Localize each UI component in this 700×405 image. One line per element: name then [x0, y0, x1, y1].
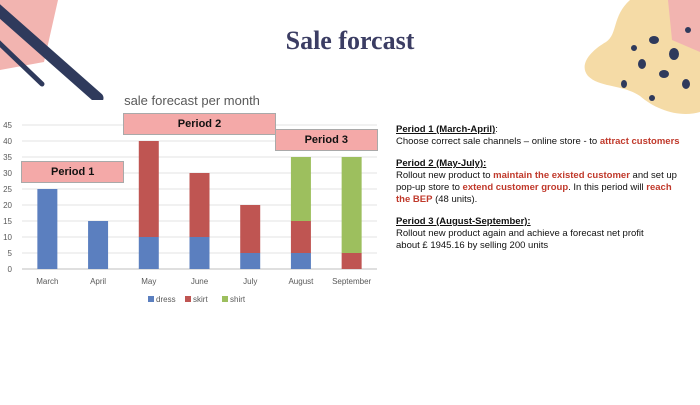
body-text: about £ 1945.16 by selling 200 units	[396, 240, 549, 251]
y-tick-label: 15	[3, 217, 12, 226]
x-tick-label: May	[141, 277, 156, 286]
bars	[37, 141, 362, 269]
bar-shirt-september	[341, 157, 362, 253]
legend-swatch-dress	[148, 296, 154, 302]
chart-legend: dress skirt shirt	[148, 295, 246, 304]
y-tick-label: 30	[3, 169, 12, 178]
y-axis-ticks: 0 5 10 15 20 25 30 35 40 45	[3, 121, 12, 274]
period-1-description: Period 1 (March-April): Choose correct sa…	[396, 124, 696, 148]
description-line: about £ 1945.16 by selling 200 units	[396, 240, 696, 252]
highlight-text: extend customer group	[462, 182, 569, 193]
bar-dress-july	[240, 253, 261, 269]
x-tick-label: April	[90, 277, 106, 286]
y-tick-label: 45	[3, 121, 12, 130]
slide-title: Sale forcast	[285, 26, 415, 55]
period-3-heading: Period 3 (August-September):	[396, 216, 531, 227]
x-tick-label: March	[36, 277, 58, 286]
bar-skirt-june	[189, 173, 210, 237]
description-line: the BEP (48 units).	[396, 194, 696, 206]
bar-skirt-may	[138, 141, 159, 237]
heading-suffix: :	[495, 124, 498, 135]
description-line: Rollout new product again and achieve a …	[396, 228, 696, 240]
top-left-decoration	[0, 0, 104, 100]
legend-label-shirt: shirt	[230, 295, 246, 304]
description-line: Rollout new product to maintain the exis…	[396, 170, 696, 182]
y-tick-label: 25	[3, 185, 12, 194]
body-text: Rollout new product again and achieve a …	[396, 228, 644, 239]
period-2-description: Period 2 (May-July): Rollout new product …	[396, 158, 696, 206]
body-text: pop-up store to	[396, 182, 463, 193]
period-3-description: Period 3 (August-September): Rollout new …	[396, 216, 696, 252]
body-text: (48 units).	[432, 194, 478, 205]
highlight-text: the BEP	[396, 194, 433, 205]
highlight-text: maintain the existed customer	[493, 170, 630, 181]
y-tick-label: 20	[3, 201, 12, 210]
legend-swatch-skirt	[185, 296, 191, 302]
period-2-box: Period 2	[122, 113, 277, 135]
bar-dress-may	[138, 237, 159, 269]
body-text: . In this period will	[568, 182, 647, 193]
bar-dress-april	[88, 221, 109, 269]
legend-label-dress: dress	[156, 295, 176, 304]
top-right-decoration	[584, 0, 700, 115]
bar-shirt-august	[290, 157, 311, 221]
x-tick-label: September	[332, 277, 371, 286]
legend-swatch-shirt	[222, 296, 228, 302]
description-line: pop-up store to extend customer group. I…	[396, 182, 696, 194]
bar-skirt-august	[290, 221, 311, 253]
x-tick-label: June	[191, 277, 209, 286]
highlight-text: attract customers	[599, 136, 680, 147]
stacked-bar-chart: sale forecast per month 0 5 10 15 20 25 30 35 40…	[3, 93, 377, 304]
period-1-heading: Period 1 (March-April)	[396, 124, 496, 135]
y-tick-label: 10	[3, 233, 12, 242]
chart-title: sale forecast per month	[124, 93, 260, 108]
y-tick-label: 40	[3, 137, 12, 146]
description-line: Choose correct sale channels – online st…	[396, 136, 696, 148]
highlight-text: reach	[646, 182, 672, 193]
x-tick-label: July	[243, 277, 257, 286]
bar-dress-august	[290, 253, 311, 269]
y-tick-label: 0	[8, 265, 13, 274]
bar-dress-june	[189, 237, 210, 269]
body-text: Choose correct sale channels – online st…	[396, 136, 600, 147]
bar-skirt-september	[341, 253, 362, 269]
body-text: and set up	[629, 170, 677, 181]
x-axis-ticks: March April May June July August September	[36, 277, 371, 286]
legend-label-skirt: skirt	[193, 295, 208, 304]
bar-dress-march	[37, 189, 58, 269]
bar-skirt-july	[240, 205, 261, 253]
body-text: Rollout new product to	[396, 170, 494, 181]
period-1-box: Period 1	[21, 161, 125, 183]
period-2-heading: Period 2 (May-July):	[396, 158, 487, 169]
y-tick-label: 35	[3, 153, 12, 162]
y-tick-label: 5	[8, 249, 13, 258]
x-tick-label: August	[288, 277, 314, 286]
period-3-box: Period 3	[274, 129, 378, 151]
period-descriptions: Period 1 (March-April): Choose correct sa…	[396, 124, 696, 262]
